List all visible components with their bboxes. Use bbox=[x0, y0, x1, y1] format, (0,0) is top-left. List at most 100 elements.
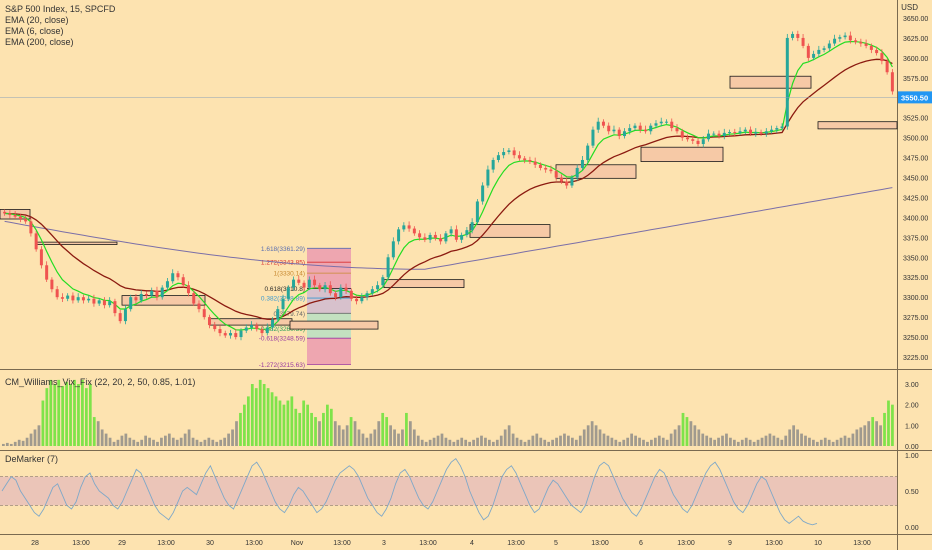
candle-body bbox=[612, 129, 616, 132]
vix-bar bbox=[322, 412, 325, 446]
vix-bar bbox=[669, 433, 673, 446]
zone-box bbox=[383, 279, 465, 289]
candle-body bbox=[113, 301, 117, 314]
vix-bar bbox=[535, 433, 539, 446]
vix-bar bbox=[567, 435, 570, 446]
candle-body bbox=[728, 132, 732, 134]
candle-body bbox=[260, 329, 264, 334]
candle-body bbox=[586, 145, 590, 160]
candle-body bbox=[433, 234, 437, 239]
demarker-y-tick-label: 0.00 bbox=[905, 525, 919, 532]
candle-body bbox=[565, 181, 569, 186]
y-tick-label: 3225.00 bbox=[903, 355, 928, 362]
candle-body bbox=[76, 297, 80, 301]
candle-body bbox=[150, 290, 154, 296]
vix-bar bbox=[167, 433, 171, 446]
candle-body bbox=[875, 49, 879, 54]
candle-body bbox=[675, 128, 679, 132]
fib-level-label: -1.272(3215.63) bbox=[259, 362, 305, 369]
vix-bar bbox=[768, 433, 772, 446]
candle-body bbox=[559, 177, 563, 182]
candle-body bbox=[859, 41, 863, 44]
vix-bar bbox=[484, 437, 487, 446]
candle-body bbox=[144, 293, 148, 296]
candle-body bbox=[491, 159, 495, 170]
vix-bar bbox=[314, 417, 317, 446]
candle-body bbox=[239, 330, 243, 338]
candle-body bbox=[328, 285, 332, 294]
candle-body bbox=[307, 279, 311, 288]
candle-body bbox=[607, 125, 611, 132]
fib-level-label: -0.618(3248.59) bbox=[259, 336, 305, 343]
candle-body bbox=[554, 171, 558, 178]
candle-body bbox=[186, 285, 190, 294]
y-tick-label: 3450.00 bbox=[903, 176, 928, 183]
candle-body bbox=[759, 132, 763, 134]
candle-body bbox=[344, 287, 348, 291]
vix-bar bbox=[626, 437, 630, 446]
candle-body bbox=[339, 287, 343, 298]
vix-bar bbox=[128, 437, 132, 446]
candle-body bbox=[155, 290, 159, 298]
y-tick-label: 3300.00 bbox=[903, 295, 928, 302]
vix-bar bbox=[349, 417, 353, 446]
last-price-tag bbox=[898, 91, 932, 104]
vix-bar bbox=[756, 439, 760, 446]
candle-body bbox=[507, 150, 511, 153]
main-legend: S&P 500 Index, 15, SPCFD EMA (20, close)… bbox=[5, 4, 115, 48]
candle-body bbox=[843, 35, 847, 38]
vix-bar bbox=[835, 439, 839, 446]
candle-body bbox=[81, 297, 85, 301]
candle-body bbox=[391, 241, 395, 258]
candle-body bbox=[181, 277, 185, 286]
vix-bar bbox=[21, 440, 25, 446]
vix-bar bbox=[175, 439, 179, 446]
candle-body bbox=[827, 43, 831, 49]
candle-body bbox=[622, 131, 626, 137]
candle-body bbox=[244, 327, 248, 331]
candle-body bbox=[481, 185, 485, 202]
vix-bar bbox=[436, 435, 440, 446]
vix-bar bbox=[646, 441, 649, 446]
vix-bar bbox=[808, 437, 811, 446]
vix-bar bbox=[448, 439, 452, 446]
candle-body bbox=[743, 129, 747, 132]
vix-bar bbox=[574, 439, 578, 446]
vix-bar bbox=[796, 429, 799, 446]
vix-bar bbox=[164, 435, 167, 446]
vix-bar bbox=[523, 441, 527, 446]
x-tick-label: 13:00 bbox=[507, 540, 525, 547]
candle-body bbox=[402, 225, 406, 230]
vix-bar bbox=[689, 421, 693, 446]
candle-body bbox=[439, 238, 443, 242]
vix-bar bbox=[527, 439, 531, 446]
vix-bar bbox=[784, 435, 788, 446]
candle-body bbox=[97, 300, 101, 304]
vix-bar bbox=[326, 404, 329, 446]
vix-bar bbox=[555, 437, 558, 446]
vix-bar bbox=[183, 433, 187, 446]
vix-bar bbox=[195, 439, 199, 446]
candle-body bbox=[822, 48, 826, 50]
zone-box bbox=[640, 146, 724, 162]
vix-bar bbox=[25, 437, 29, 446]
vix-bar bbox=[488, 439, 491, 446]
vix-bar bbox=[871, 417, 875, 446]
candle-body bbox=[376, 285, 380, 290]
vix-bar bbox=[294, 408, 298, 446]
candle-body bbox=[659, 121, 663, 124]
candle-body bbox=[465, 230, 469, 235]
legend-ema20: EMA (20, close) bbox=[5, 15, 69, 25]
candle-body bbox=[45, 265, 49, 280]
vix-bar bbox=[132, 439, 136, 446]
vix-bar bbox=[713, 439, 716, 446]
vix-bar bbox=[606, 435, 610, 446]
vix-bar bbox=[160, 437, 163, 446]
vix-bar bbox=[100, 429, 104, 446]
y-tick-label: 3600.00 bbox=[903, 56, 928, 63]
zone-box bbox=[289, 320, 379, 330]
vix-bar bbox=[223, 437, 227, 446]
vix-bar bbox=[602, 433, 606, 446]
candle-body bbox=[39, 249, 43, 266]
